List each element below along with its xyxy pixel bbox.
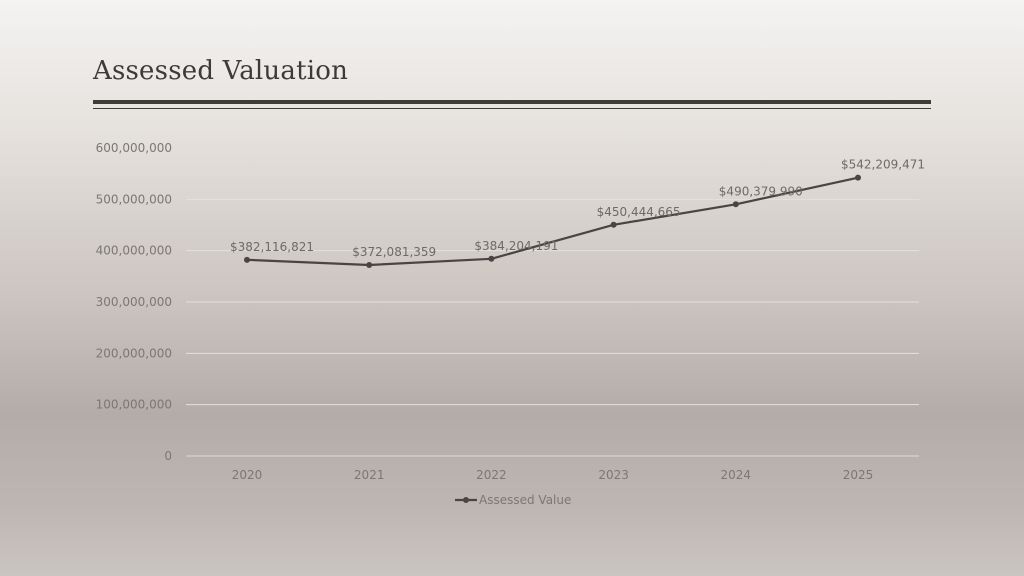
legend-swatch-marker: [463, 497, 469, 503]
title-rule-thin: [93, 108, 931, 109]
x-tick-label: 2021: [354, 468, 385, 482]
y-tick-label: 100,000,000: [96, 398, 172, 412]
x-tick-label: 2023: [598, 468, 629, 482]
title-rule-thick: [93, 100, 931, 104]
data-point: [488, 255, 495, 262]
series-line: [246, 176, 859, 267]
legend: Assessed Value: [455, 493, 571, 507]
x-axis-ticks: 2020 2021 2022 2023 2024 2025: [232, 468, 874, 482]
x-tick-label: 2020: [232, 468, 263, 482]
x-tick-label: 2022: [476, 468, 507, 482]
data-label: $490,379,990: [719, 184, 803, 198]
data-point: [610, 221, 617, 228]
legend-label: Assessed Value: [479, 493, 571, 507]
data-label: $372,081,359: [352, 245, 436, 259]
series-layer: [244, 174, 861, 268]
data-point: [732, 201, 739, 208]
y-tick-label: 200,000,000: [96, 346, 172, 360]
x-tick-label: 2024: [721, 468, 752, 482]
gridlines: [186, 147, 919, 457]
y-axis-ticks: 0 100,000,000 200,000,000 300,000,000 400,00…: [96, 141, 172, 463]
data-label: $384,204,191: [474, 239, 558, 253]
data-point: [244, 256, 250, 263]
y-tick-label: 0: [164, 449, 172, 463]
data-label: $542,209,471: [841, 158, 925, 172]
data-labels: $382,116,821 $372,081,359 $384,204,191 $450…: [230, 158, 925, 259]
data-label: $382,116,821: [230, 240, 314, 254]
data-point: [366, 261, 373, 268]
y-tick-label: 400,000,000: [96, 244, 172, 258]
x-tick-label: 2025: [843, 468, 874, 482]
page-title: Assessed Valuation: [93, 56, 349, 86]
y-tick-label: 300,000,000: [96, 295, 172, 309]
y-tick-label: 500,000,000: [96, 192, 172, 206]
y-tick-label: 600,000,000: [96, 141, 172, 155]
data-point: [855, 174, 861, 181]
data-label: $450,444,665: [597, 205, 681, 219]
